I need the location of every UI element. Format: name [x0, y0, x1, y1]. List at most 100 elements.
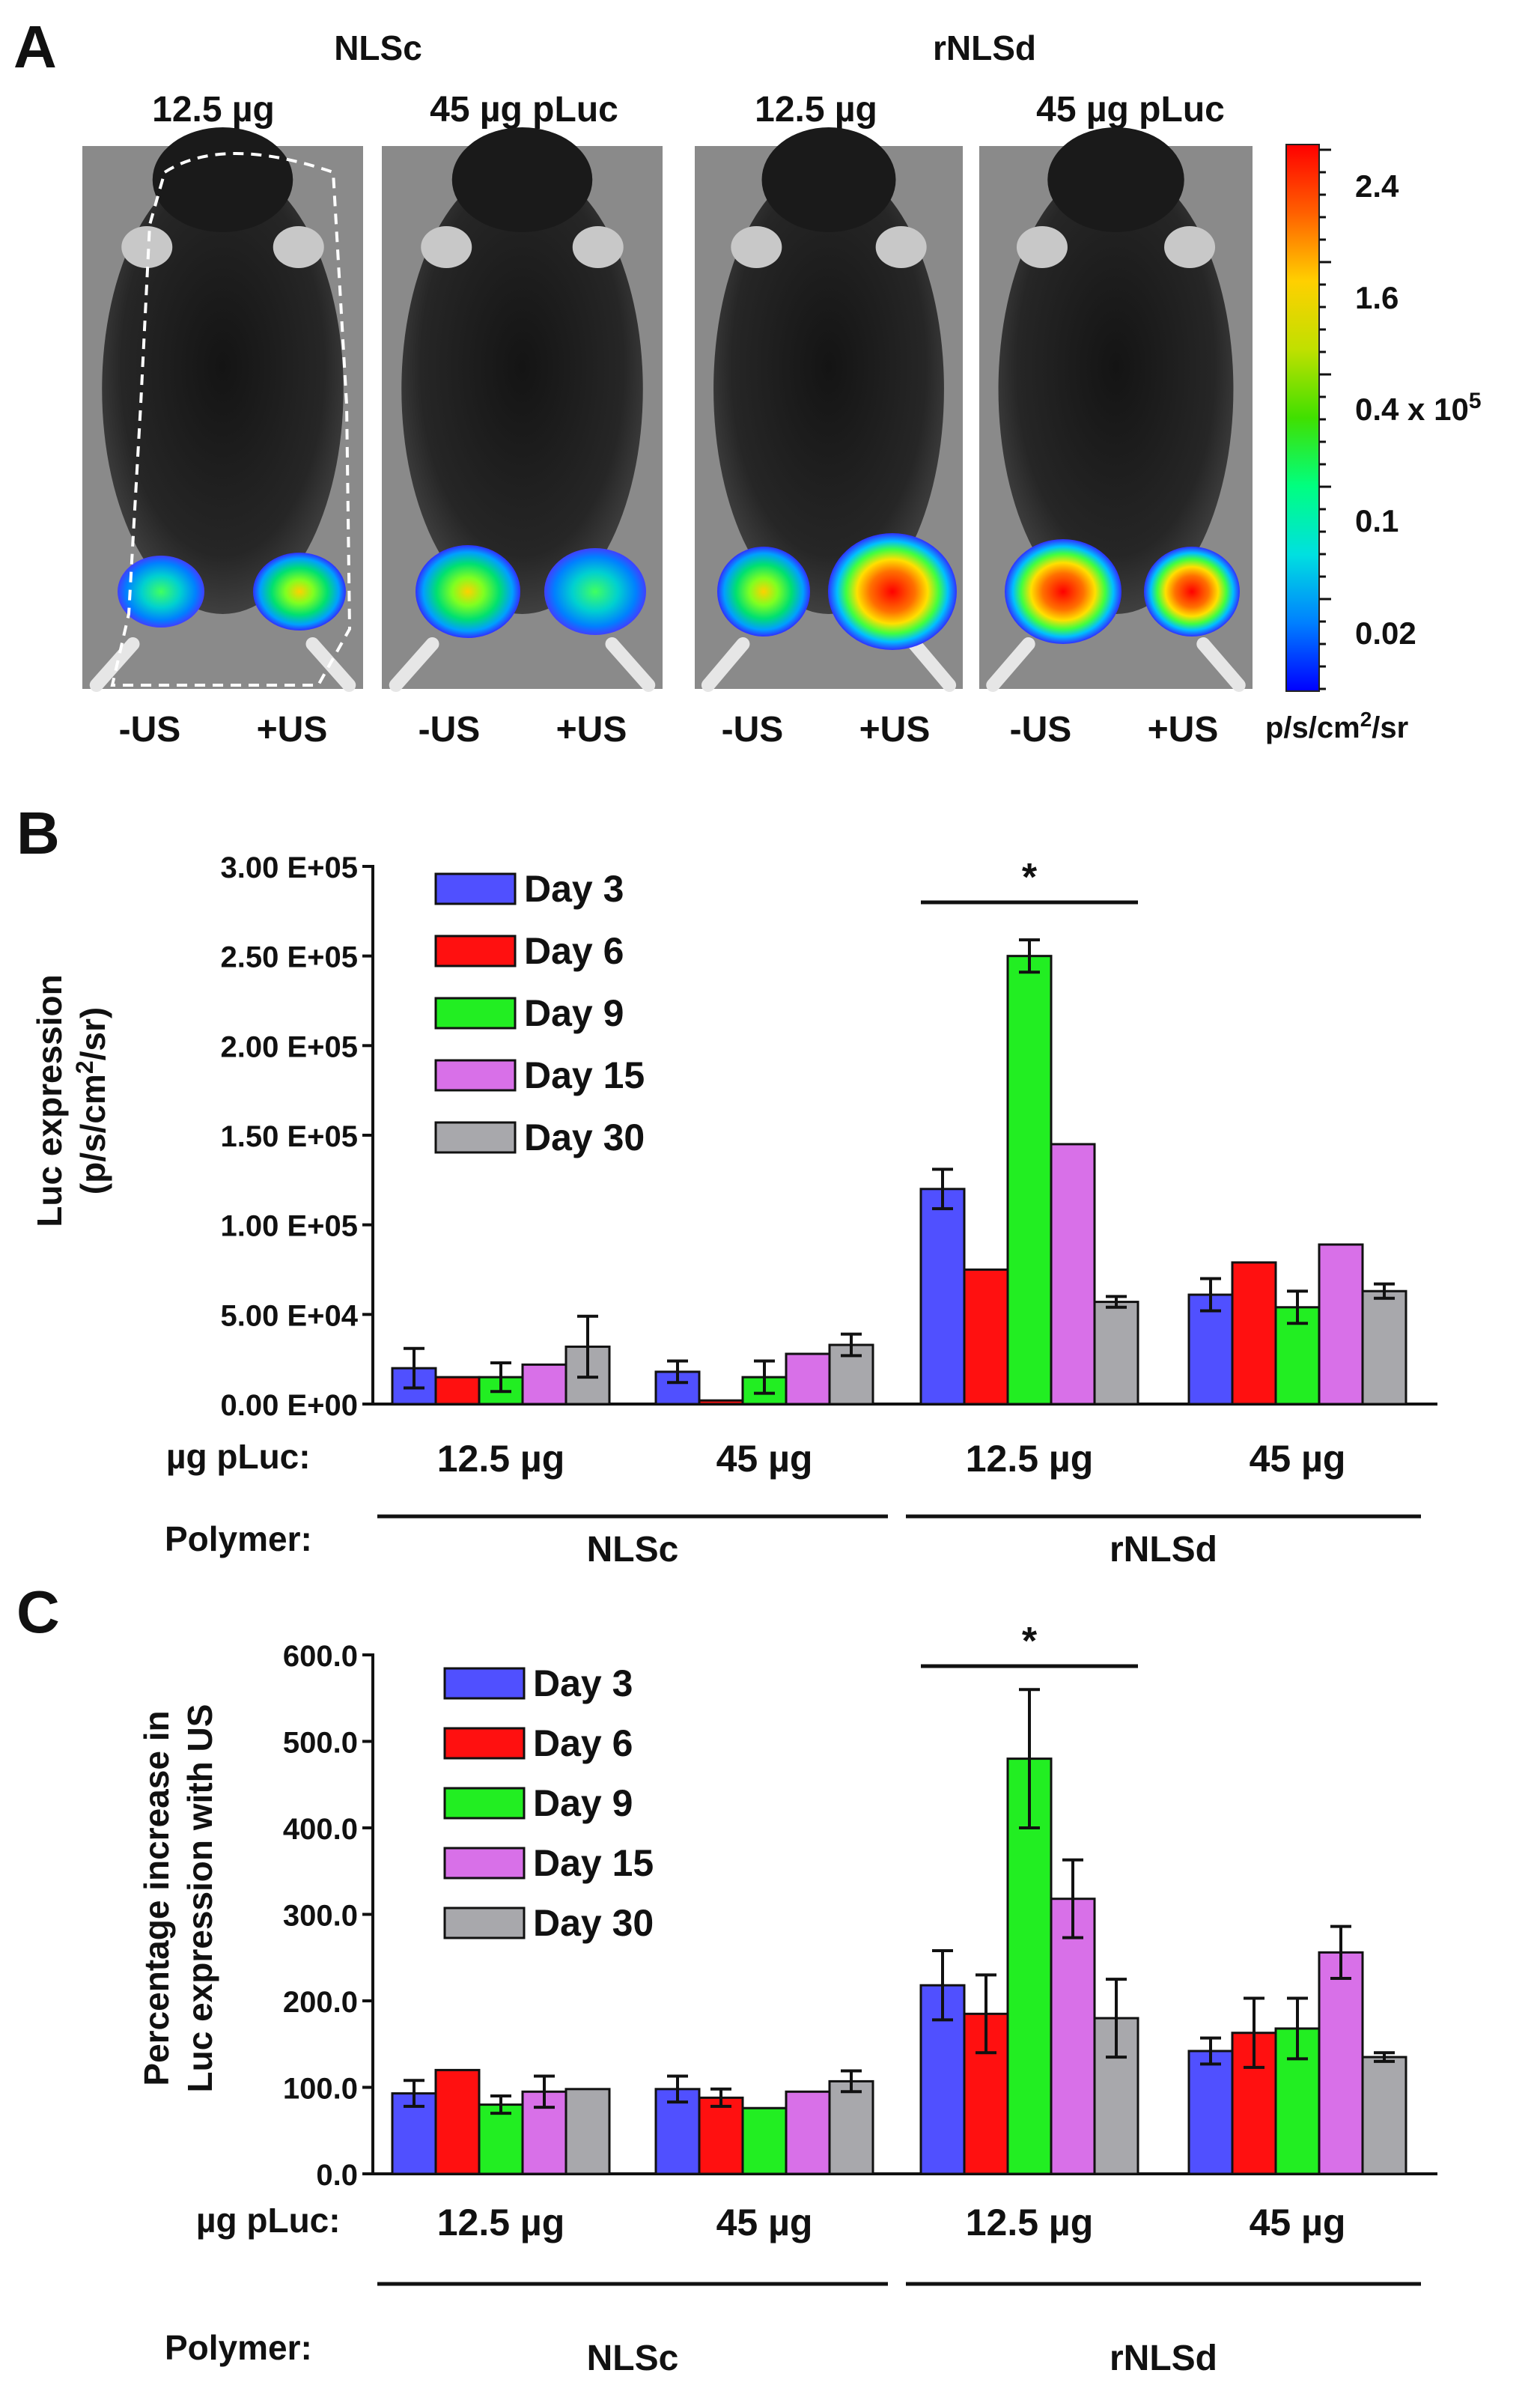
colorbar-tick-label: 0.4 x 105: [1355, 389, 1482, 427]
legend-swatch: [434, 1121, 517, 1154]
colorbar-tick-label: 2.4: [1355, 168, 1399, 204]
bar-day-6: [434, 2068, 481, 2175]
error-bar: [841, 1332, 862, 1358]
error-bar: [1019, 938, 1040, 974]
panel-b-letter: B: [16, 800, 60, 866]
luminescence-spot: [1005, 539, 1121, 644]
mouse-ear: [572, 226, 624, 268]
error-bar: [534, 2074, 555, 2109]
bar-day-30: [1361, 1289, 1407, 1406]
error-bar: [976, 1973, 996, 2055]
legend-swatch: [434, 935, 517, 967]
polymer-label-nlsc: NLSc: [334, 28, 422, 67]
legend-swatch: [443, 1787, 526, 1820]
x-category-label: 45 µg: [716, 1438, 813, 1480]
dose-label: 12.5 µg: [152, 90, 275, 130]
error-bar: [1374, 2051, 1395, 2063]
y-tick-label: 2.50 E+05: [221, 941, 359, 974]
mouse-ear: [875, 226, 927, 268]
error-bar: [404, 2079, 424, 2108]
error-bar: [1106, 1295, 1127, 1309]
mouse-image: [695, 127, 963, 692]
polymer-label: rNLSd: [1110, 1530, 1217, 1570]
error-bar: [404, 1346, 424, 1390]
error-bar: [932, 1167, 953, 1211]
x-category-label: 45 µg: [1250, 1438, 1346, 1480]
mouse-image: [382, 127, 663, 692]
polymer-label: NLSc: [587, 1530, 679, 1570]
bar-day-15: [785, 1352, 831, 1406]
error-bar: [1374, 1282, 1395, 1300]
error-bar: [1200, 1277, 1221, 1313]
x-category-label: 12.5 µg: [966, 1438, 1094, 1480]
dose-label: 12.5 µg: [755, 90, 877, 130]
mouse-ear: [731, 226, 782, 268]
luminescence-spot: [253, 553, 346, 631]
mouse-outline: [110, 152, 352, 687]
error-bar: [1106, 1978, 1127, 2059]
polymer-label-rnlsd: rNLSd: [933, 28, 1036, 67]
mouse-legs: [701, 637, 957, 692]
legend-swatch: [443, 1727, 526, 1760]
mouse-ear: [1016, 226, 1068, 268]
y-tick-label: 100.0: [283, 2073, 358, 2106]
error-bar: [710, 2087, 731, 2108]
row-label-pluc: µg pLuc:: [166, 1437, 311, 1476]
y-axis-label-c-line1: Percentage increase in: [137, 1710, 176, 2085]
colorbar-tick-label: 1.6: [1355, 280, 1399, 315]
legend-label: Day 9: [533, 1782, 633, 1824]
y-tick-label: 1.00 E+05: [221, 1210, 359, 1243]
legend-label: Day 6: [533, 1722, 633, 1764]
bar-day-15: [1050, 1143, 1096, 1406]
legend-label: Day 15: [524, 1054, 645, 1096]
dose-label: 45 µg pLuc: [430, 90, 618, 130]
colorbar-tick-label: 0.02: [1355, 616, 1416, 651]
y-tick-label: 0.00 E+00: [221, 1389, 359, 1422]
legend-label: Day 30: [533, 1902, 654, 1944]
condition-label: -US: [1010, 710, 1072, 750]
error-bar: [667, 2074, 688, 2104]
mouse-ear: [273, 226, 324, 268]
error-bar: [1287, 1996, 1308, 2061]
bar-day-6: [1231, 1261, 1277, 1406]
y-tick-label: 400.0: [283, 1813, 358, 1846]
error-bar: [1200, 2036, 1221, 2066]
mouse-ear: [121, 226, 173, 268]
mouse-head: [761, 127, 896, 232]
bar-day-6: [698, 1399, 744, 1406]
mouse-head: [1047, 127, 1184, 232]
mouse-ear: [1164, 226, 1216, 268]
y-tick-label: 2.00 E+05: [221, 1030, 359, 1063]
luminescence-spot: [416, 545, 520, 638]
bar-day-6: [698, 2096, 744, 2175]
error-bar: [1062, 1858, 1083, 1939]
bar-day-9: [741, 2106, 788, 2175]
legend-swatch: [443, 1847, 526, 1880]
error-bar: [1287, 1289, 1308, 1325]
error-bar: [841, 2069, 862, 2094]
mouse-ear: [421, 226, 472, 268]
bar-day-6: [434, 1376, 481, 1406]
condition-label: +US: [556, 710, 627, 750]
polymer-label: rNLSd: [1110, 2339, 1217, 2378]
legend-swatch: [434, 872, 517, 905]
colorbar: [1285, 144, 1320, 692]
error-bar: [1330, 1924, 1351, 1980]
condition-label: -US: [722, 710, 784, 750]
luminescence-spot: [544, 548, 646, 635]
significance-star: *: [1022, 1620, 1038, 1663]
y-tick-label: 1.50 E+05: [221, 1120, 359, 1153]
x-category-label: 12.5 µg: [437, 1438, 565, 1480]
mouse-body: [713, 165, 944, 614]
colorbar-tick-label: 0.1: [1355, 503, 1399, 538]
x-category-label: 12.5 µg: [437, 2202, 565, 2243]
y-tick-label: 600.0: [283, 1640, 358, 1673]
condition-label: +US: [1148, 710, 1219, 750]
luminescence-spot: [1144, 547, 1240, 636]
error-bar: [1019, 1688, 1040, 1829]
error-bar: [667, 1359, 688, 1385]
y-tick-label: 5.00 E+04: [221, 1299, 359, 1332]
y-axis-label-b-line2: (p/s/cm2/sr): [71, 1007, 112, 1194]
condition-label: +US: [257, 710, 328, 750]
y-tick-label: 500.0: [283, 1727, 358, 1760]
